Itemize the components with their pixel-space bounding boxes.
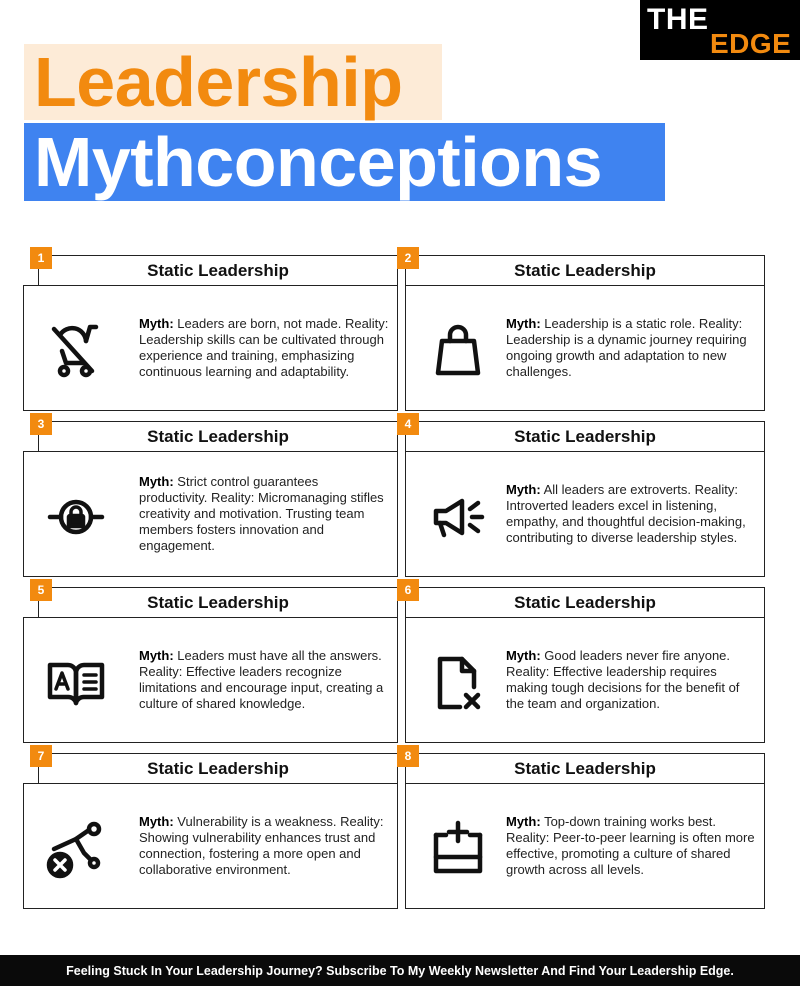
card-text: Myth: Good leaders never fire anyone. Re… bbox=[506, 618, 756, 742]
myth-label: Myth: bbox=[506, 482, 541, 497]
calendar-plus-icon bbox=[428, 819, 488, 879]
card-number-badge: 3 bbox=[30, 413, 52, 435]
card-heading: Static Leadership bbox=[405, 255, 765, 287]
myth-reality-text: Strict control guarantees productivity. … bbox=[139, 474, 384, 553]
myth-label: Myth: bbox=[506, 316, 541, 331]
card-number-badge: 4 bbox=[397, 413, 419, 435]
megaphone-icon bbox=[428, 487, 488, 547]
open-book-icon bbox=[46, 653, 106, 713]
myth-reality-text: Leaders are born, not made. Reality: Lea… bbox=[139, 316, 389, 379]
page-title-line-2: Mythconceptions bbox=[34, 123, 603, 201]
card-number-badge: 2 bbox=[397, 247, 419, 269]
myth-label: Myth: bbox=[139, 814, 174, 829]
myth-card-7: 7 Static Leadership Myth: Vulnerability … bbox=[23, 745, 398, 913]
card-heading: Static Leadership bbox=[38, 587, 398, 619]
card-body: Myth: Good leaders never fire anyone. Re… bbox=[405, 617, 765, 743]
footer-text: Feeling Stuck In Your Leadership Journey… bbox=[66, 963, 734, 978]
myth-reality-text: Leadership is a static role. Reality: Le… bbox=[506, 316, 747, 379]
card-number-badge: 8 bbox=[397, 745, 419, 767]
card-body: Myth: Leadership is a static role. Reali… bbox=[405, 285, 765, 411]
myth-label: Myth: bbox=[506, 814, 541, 829]
myth-label: Myth: bbox=[506, 648, 541, 663]
myth-label: Myth: bbox=[139, 316, 174, 331]
card-heading: Static Leadership bbox=[38, 753, 398, 785]
card-heading: Static Leadership bbox=[405, 753, 765, 785]
myth-label: Myth: bbox=[139, 474, 174, 489]
card-heading: Static Leadership bbox=[405, 421, 765, 453]
card-text: Myth: Vulnerability is a weakness. Reali… bbox=[139, 784, 389, 908]
card-text: Myth: Leaders are born, not made. Realit… bbox=[139, 286, 389, 410]
myth-reality-text: All leaders are extroverts. Reality: Int… bbox=[506, 482, 746, 545]
card-number-badge: 7 bbox=[30, 745, 52, 767]
file-remove-icon bbox=[428, 653, 488, 713]
myth-reality-text: Leaders must have all the answers. Reali… bbox=[139, 648, 384, 711]
myth-card-6: 6 Static Leadership Myth: Good leaders n… bbox=[397, 579, 765, 747]
myth-label: Myth: bbox=[139, 648, 174, 663]
card-number-badge: 6 bbox=[397, 579, 419, 601]
myth-reality-text: Top-down training works best. Reality: P… bbox=[506, 814, 755, 877]
card-heading: Static Leadership bbox=[38, 255, 398, 287]
myth-card-8: 8 Static Leadership Myth: Top-down train… bbox=[397, 745, 765, 913]
card-body: Myth: Top-down training works best. Real… bbox=[405, 783, 765, 909]
weight-icon bbox=[428, 321, 488, 381]
logo-line-1: THE bbox=[647, 3, 709, 36]
card-text: Myth: All leaders are extroverts. Realit… bbox=[506, 452, 756, 576]
route-cancel-icon bbox=[46, 819, 106, 879]
title-highlight-2 bbox=[24, 123, 665, 201]
card-body: Myth: All leaders are extroverts. Realit… bbox=[405, 451, 765, 577]
myth-card-5: 5 Static Leadership Myth: Leaders must h… bbox=[23, 579, 398, 747]
card-body: Myth: Leaders are born, not made. Realit… bbox=[23, 285, 398, 411]
myth-reality-text: Vulnerability is a weakness. Reality: Sh… bbox=[139, 814, 384, 877]
stroller-off-icon bbox=[46, 321, 106, 381]
logo-line-2: EDGE bbox=[710, 28, 792, 59]
card-body: Myth: Vulnerability is a weakness. Reali… bbox=[23, 783, 398, 909]
myth-card-2: 2 Static Leadership Myth: Leadership is … bbox=[397, 247, 765, 415]
card-text: Myth: Leaders must have all the answers.… bbox=[139, 618, 389, 742]
myth-card-3: 3 Static Leadership Myth: Strict control… bbox=[23, 413, 398, 581]
myth-card-1: 1 Static Leadership Myth: Leaders are bo… bbox=[23, 247, 398, 415]
card-body: Myth: Leaders must have all the answers.… bbox=[23, 617, 398, 743]
myth-card-4: 4 Static Leadership Myth: All leaders ar… bbox=[397, 413, 765, 581]
myth-reality-text: Good leaders never fire anyone. Reality:… bbox=[506, 648, 740, 711]
card-text: Myth: Strict control guarantees producti… bbox=[139, 452, 389, 576]
page-title-line-1: Leadership bbox=[34, 43, 403, 121]
footer-banner: Feeling Stuck In Your Leadership Journey… bbox=[0, 955, 800, 986]
card-heading: Static Leadership bbox=[405, 587, 765, 619]
card-body: Myth: Strict control guarantees producti… bbox=[23, 451, 398, 577]
title-highlight-1 bbox=[24, 44, 442, 120]
card-number-badge: 5 bbox=[30, 579, 52, 601]
card-text: Myth: Top-down training works best. Real… bbox=[506, 784, 756, 908]
card-heading: Static Leadership bbox=[38, 421, 398, 453]
lock-circle-icon bbox=[46, 487, 106, 547]
brand-logo: THE EDGE bbox=[640, 0, 800, 60]
card-text: Myth: Leadership is a static role. Reali… bbox=[506, 286, 756, 410]
card-number-badge: 1 bbox=[30, 247, 52, 269]
